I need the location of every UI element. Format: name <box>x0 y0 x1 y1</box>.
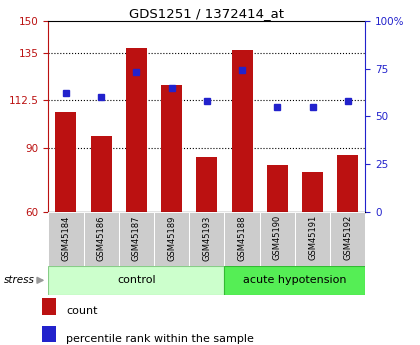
Bar <box>48 212 84 266</box>
Text: control: control <box>117 275 156 285</box>
Bar <box>337 155 358 340</box>
Text: acute hypotension: acute hypotension <box>243 275 346 285</box>
Bar <box>126 48 147 340</box>
Text: GSM45186: GSM45186 <box>97 215 106 260</box>
Bar <box>224 212 260 266</box>
Text: GSM45188: GSM45188 <box>238 215 247 260</box>
Text: GSM45190: GSM45190 <box>273 215 282 260</box>
Bar <box>161 85 182 340</box>
Text: GSM45193: GSM45193 <box>202 215 211 260</box>
Bar <box>295 212 330 266</box>
Text: GSM45187: GSM45187 <box>132 215 141 260</box>
Bar <box>42 326 56 343</box>
Bar <box>91 136 112 340</box>
Text: count: count <box>66 306 98 316</box>
Text: percentile rank within the sample: percentile rank within the sample <box>66 334 254 344</box>
Bar <box>154 212 189 266</box>
Bar <box>42 298 56 315</box>
Bar <box>119 212 154 266</box>
Bar <box>224 266 365 295</box>
Bar <box>189 212 224 266</box>
Text: GSM45192: GSM45192 <box>343 215 352 260</box>
Title: GDS1251 / 1372414_at: GDS1251 / 1372414_at <box>129 7 284 20</box>
Text: stress: stress <box>4 275 35 285</box>
Bar <box>48 266 224 295</box>
Bar <box>196 157 218 340</box>
Bar <box>84 212 119 266</box>
Bar <box>231 50 253 340</box>
Bar <box>267 165 288 340</box>
Text: GSM45191: GSM45191 <box>308 215 317 260</box>
Bar <box>55 112 76 340</box>
Text: GSM45189: GSM45189 <box>167 215 176 260</box>
Text: GSM45184: GSM45184 <box>61 215 71 260</box>
Bar <box>330 212 365 266</box>
Bar <box>260 212 295 266</box>
Bar <box>302 172 323 340</box>
